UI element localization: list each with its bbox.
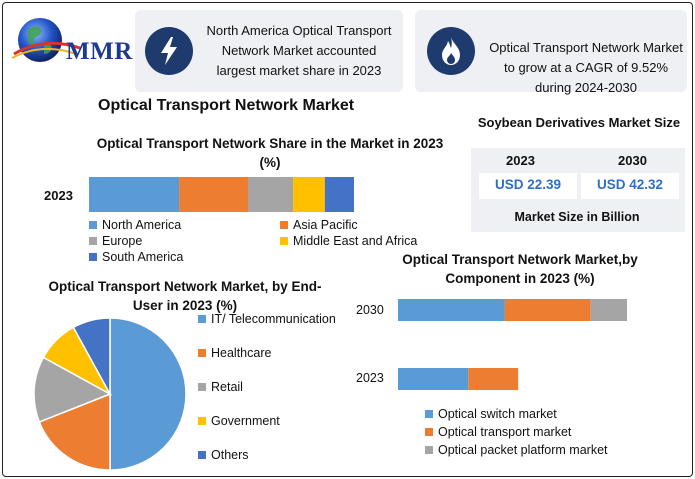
legend-swatch bbox=[89, 221, 97, 229]
pie-slice-retail bbox=[33, 356, 112, 423]
info-text-cagr: Optical Transport Network Market to grow… bbox=[489, 40, 683, 95]
legend-swatch bbox=[198, 383, 206, 391]
legend-swatch bbox=[280, 221, 288, 229]
share-bar-north-america bbox=[89, 177, 180, 212]
share-legend-item-north-america: North America bbox=[89, 218, 181, 232]
flame-icon bbox=[427, 27, 475, 75]
pie-slice-others bbox=[72, 317, 111, 395]
legend-swatch bbox=[425, 428, 433, 436]
legend-label: Middle East and Africa bbox=[293, 234, 418, 248]
share-bar-europe bbox=[248, 177, 294, 212]
pie-slice-it-telecommunication bbox=[109, 317, 187, 471]
enduser-legend-item-others: Others bbox=[198, 448, 249, 462]
enduser-legend-item-it-telecommunication: IT/ Telecommunication bbox=[198, 312, 336, 326]
legend-swatch bbox=[280, 237, 288, 245]
legend-swatch bbox=[198, 315, 206, 323]
component-bar-2023-optical-transport-market bbox=[468, 368, 519, 390]
share-bar-asia-pacific bbox=[179, 177, 248, 212]
legend-label: Optical switch market bbox=[438, 407, 557, 421]
component-bar-2030-optical-transport-market bbox=[504, 299, 591, 321]
info-box-cagr: Optical Transport Network Market to grow… bbox=[415, 10, 687, 95]
legend-label: South America bbox=[102, 250, 184, 264]
market-size-panel: 2023 2030 USD 22.39 USD 42.32 Market Siz… bbox=[471, 148, 685, 232]
legend-swatch bbox=[198, 417, 206, 425]
share-legend-item-europe: Europe bbox=[89, 234, 142, 248]
info-text-market-share: North America Optical Transport Network … bbox=[206, 23, 392, 78]
legend-label: Healthcare bbox=[211, 346, 272, 360]
share-legend-item-asia-pacific: Asia Pacific bbox=[280, 218, 358, 232]
mmr-logo bbox=[10, 14, 138, 76]
legend-label: Retail bbox=[211, 380, 243, 394]
enduser-legend-item-healthcare: Healthcare bbox=[198, 346, 271, 360]
component-legend-item-optical-transport-market: Optical transport market bbox=[425, 425, 571, 439]
legend-label: North America bbox=[102, 218, 182, 232]
component-bar-2030-optical-switch-market bbox=[398, 299, 505, 321]
share-legend-item-south-america: South America bbox=[89, 250, 183, 264]
component-category-2030: 2030 bbox=[356, 303, 384, 317]
component-category-2023: 2023 bbox=[356, 371, 384, 385]
legend-label: Europe bbox=[102, 234, 143, 248]
market-size-title: Soybean Derivatives Market Size bbox=[477, 115, 681, 130]
enduser-chart-title: Optical Transport Network Market, by End… bbox=[48, 279, 322, 313]
enduser-legend-item-retail: Retail bbox=[198, 380, 243, 394]
legend-swatch bbox=[198, 349, 206, 357]
legend-swatch bbox=[425, 410, 433, 418]
main-title: Optical Transport Network Market bbox=[98, 97, 355, 114]
component-bar-2023-optical-switch-market bbox=[398, 368, 469, 390]
legend-swatch bbox=[89, 253, 97, 261]
info-box-market-share: North America Optical Transport Network … bbox=[135, 10, 403, 92]
component-chart-title: Optical Transport Network Market,by Comp… bbox=[402, 252, 638, 286]
legend-label: Others bbox=[211, 448, 249, 462]
legend-swatch bbox=[89, 237, 97, 245]
market-size-footer: Market Size in Billion bbox=[514, 210, 640, 224]
legend-label: Government bbox=[211, 414, 280, 428]
component-legend-item-optical-switch-market: Optical switch market bbox=[425, 407, 557, 421]
legend-swatch bbox=[425, 446, 433, 454]
share-chart-title: Optical Transport Network Share in the M… bbox=[96, 136, 444, 170]
share-bar-middle-east-and-africa bbox=[293, 177, 325, 212]
market-size-value-2023: USD 22.39 bbox=[479, 173, 577, 199]
legend-label: Asia Pacific bbox=[293, 218, 358, 232]
market-size-value-2030: USD 42.32 bbox=[581, 173, 679, 199]
share-bar-south-america bbox=[324, 177, 354, 212]
enduser-legend-item-government: Government bbox=[198, 414, 280, 428]
component-bar-2030-optical-packet-platform-market bbox=[590, 299, 627, 321]
legend-swatch bbox=[198, 451, 206, 459]
legend-label: Optical packet platform market bbox=[438, 443, 608, 457]
share-category-label: 2023 bbox=[44, 188, 73, 203]
legend-label: IT/ Telecommunication bbox=[211, 312, 336, 326]
component-legend-item-optical-packet-platform-market: Optical packet platform market bbox=[425, 443, 608, 457]
market-size-year-2030: 2030 bbox=[618, 153, 647, 168]
legend-label: Optical transport market bbox=[438, 425, 572, 439]
pie-slice-healthcare bbox=[38, 392, 111, 471]
logo-text: MMR bbox=[66, 38, 133, 65]
share-legend-item-middle-east-and-africa: Middle East and Africa bbox=[280, 234, 417, 248]
lightning-bolt-icon bbox=[145, 27, 193, 75]
market-size-year-2023: 2023 bbox=[506, 153, 535, 168]
